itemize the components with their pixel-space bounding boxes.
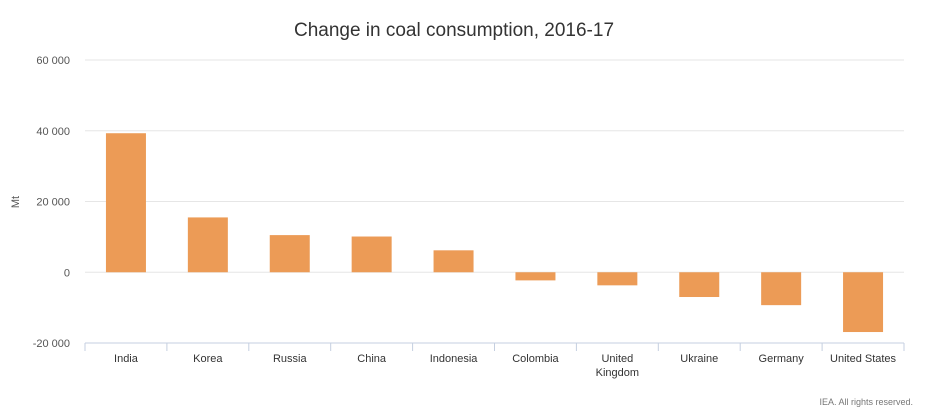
x-tick-label: Colombia — [512, 353, 559, 365]
x-tick-label: Ukraine — [680, 353, 718, 365]
y-axis-ticks: -20 000 0 20 000 40 000 60 000 — [33, 55, 70, 350]
bar[interactable] — [597, 272, 638, 286]
y-tick-label: 20 000 — [36, 197, 70, 209]
y-tick-label: 60 000 — [36, 55, 70, 67]
x-tick-label: United Kingdom — [596, 353, 639, 379]
y-axis-title: Mt — [10, 196, 22, 208]
y-tick-label: 40 000 — [36, 126, 70, 138]
bar[interactable] — [269, 235, 310, 273]
bar[interactable] — [105, 133, 146, 273]
bar[interactable] — [515, 272, 556, 281]
bars — [105, 133, 884, 333]
bar[interactable] — [679, 272, 720, 298]
x-axis — [84, 342, 905, 351]
x-axis-labels: India Korea Russia China Indonesia Colombia Un… — [114, 353, 897, 379]
y-tick-label: -20 000 — [33, 338, 70, 350]
x-tick-label: United States — [830, 353, 897, 365]
chart-title: Change in coal consumption, 2016-17 — [294, 20, 614, 41]
x-tick-label: Indonesia — [430, 353, 479, 365]
bar[interactable] — [843, 272, 884, 333]
bar[interactable] — [761, 272, 802, 306]
x-tick-label: India — [114, 353, 139, 365]
bar[interactable] — [433, 250, 474, 273]
bar[interactable] — [187, 217, 228, 273]
x-tick-label: Russia — [273, 353, 308, 365]
y-tick-label: 0 — [64, 267, 70, 279]
credit-text: IEA. All rights reserved. — [819, 397, 913, 407]
x-tick-label: Germany — [759, 353, 805, 365]
x-tick-label: Korea — [193, 353, 223, 365]
x-tick-label: China — [357, 353, 387, 365]
bar[interactable] — [351, 236, 392, 273]
